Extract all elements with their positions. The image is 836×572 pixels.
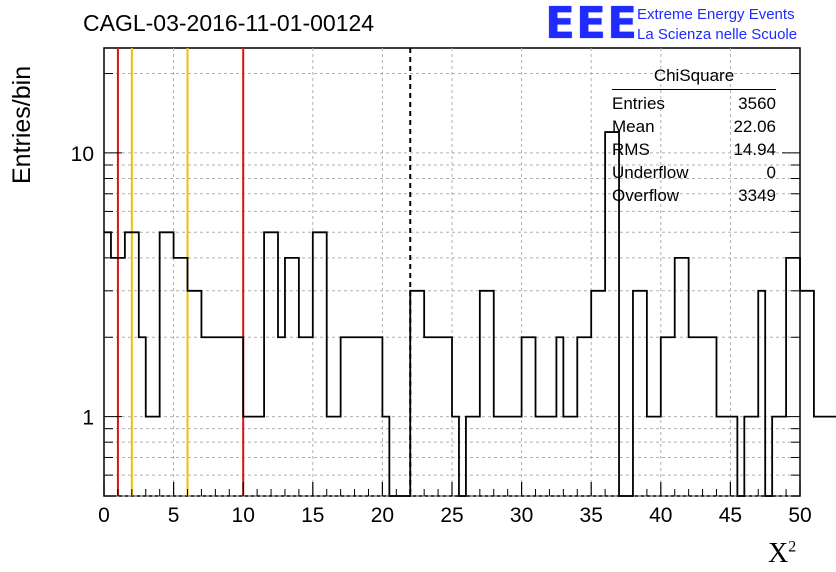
- stats-row-overflow: Overflow 3349: [612, 184, 776, 207]
- chart-title: CAGL-03-2016-11-01-00124: [83, 10, 375, 36]
- x-axis-label-symbol: X: [768, 538, 789, 569]
- stats-box: ChiSquare Entries 3560 Mean 22.06 RMS 14.94…: [612, 66, 776, 207]
- y-tick-label: 10: [71, 143, 94, 166]
- stats-row-mean: Mean 22.06: [612, 115, 776, 138]
- x-tick-label: 15: [301, 504, 324, 527]
- x-tick-label: 35: [580, 504, 603, 527]
- stats-value: 3349: [738, 186, 776, 205]
- x-tick-label: 5: [168, 504, 180, 527]
- stats-divider: [612, 89, 776, 90]
- vertical-marker-lines: [116, 48, 412, 496]
- stats-value: 22.06: [733, 117, 776, 136]
- stats-title: ChiSquare: [653, 66, 735, 85]
- histogram-series-line: [104, 131, 836, 497]
- y-tick-label: 1: [82, 407, 94, 430]
- stats-label: Entries: [612, 94, 665, 113]
- x-tick-label: 20: [371, 504, 394, 527]
- logo-line-1: Extreme Energy Events: [637, 6, 795, 23]
- stats-label: Mean: [612, 117, 655, 136]
- logo-line-2: La Scienza nelle Scuole: [637, 26, 798, 43]
- x-axis-label-exponent: 2: [788, 538, 797, 556]
- stats-row-entries: Entries 3560: [612, 92, 776, 115]
- x-tick-label: 45: [719, 504, 742, 527]
- y-axis-label: Entries/bin: [8, 65, 36, 184]
- stats-value: 0: [766, 163, 776, 182]
- stats-row-rms: RMS 14.94: [612, 138, 776, 161]
- stats-label: RMS: [612, 140, 650, 159]
- x-tick-label: 40: [649, 504, 672, 527]
- x-axis-label: X2: [768, 538, 796, 570]
- x-tick-label: 25: [440, 504, 463, 527]
- x-tick-label: 50: [788, 504, 811, 527]
- axes-ticks: 0 5 10 15 20 25 30 35 40 45 50 1 10: [71, 73, 812, 527]
- stats-row-underflow: Underflow 0: [612, 161, 776, 184]
- grid-lines: [104, 48, 800, 497]
- x-tick-label: 0: [98, 504, 110, 527]
- stats-label: Underflow: [612, 163, 689, 182]
- x-tick-label: 10: [232, 504, 255, 527]
- x-tick-label: 30: [510, 504, 533, 527]
- logo-mark: EEE: [545, 0, 639, 49]
- stats-value: 3560: [738, 94, 776, 113]
- stats-label: Overflow: [612, 186, 680, 205]
- stats-value: 14.94: [733, 140, 776, 159]
